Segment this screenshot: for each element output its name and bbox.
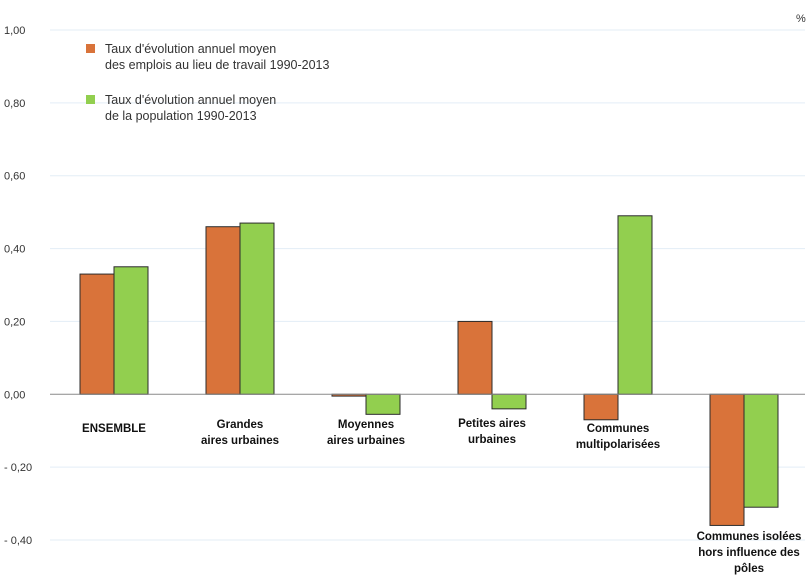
y-tick-label: 0,40 — [4, 244, 25, 256]
bar-series-2-cat-3 — [365, 393, 401, 415]
category-label: Grandes — [217, 419, 264, 431]
category-label: aires urbaines — [201, 435, 279, 447]
unit-label: % — [796, 13, 806, 25]
legend-swatch-1 — [86, 44, 95, 53]
gridlines — [50, 29, 805, 541]
y-axis-ticks: 1,00 0,80 0,60 0,40 0,20 0,00 - 0,20 - 0,40 — [4, 25, 32, 547]
bars — [79, 215, 779, 526]
bar-series-2-cat-1 — [113, 266, 149, 395]
category-label: ENSEMBLE — [82, 423, 146, 435]
y-tick-label: 0,00 — [4, 389, 25, 401]
legend-label: Taux d'évolution annuel moyen — [105, 93, 276, 107]
legend-label: de la population 1990-2013 — [105, 109, 257, 123]
bar-series-2-cat-6 — [743, 393, 779, 508]
bar-series-2-cat-2 — [239, 222, 275, 395]
category-label: aires urbaines — [327, 435, 405, 447]
y-tick-label: 0,80 — [4, 98, 25, 110]
legend-label: des emplois au lieu de travail 1990-2013 — [105, 58, 329, 72]
category-label: urbaines — [468, 434, 516, 446]
bar-series-2-cat-5 — [617, 215, 653, 395]
bar-series-1-cat-6 — [709, 393, 745, 526]
legend-swatch-2 — [86, 95, 95, 104]
bar-series-1-cat-1 — [79, 273, 115, 395]
category-label: pôles — [734, 563, 764, 575]
y-tick-label: - 0,40 — [4, 535, 32, 547]
legend: Taux d'évolution annuel moyen des emplois… — [86, 42, 329, 123]
category-label: Communes isolées — [697, 531, 802, 543]
y-tick-label: 0,60 — [4, 171, 25, 183]
category-label: Moyennes — [338, 419, 394, 431]
category-label: hors influence des — [698, 547, 800, 559]
legend-label: Taux d'évolution annuel moyen — [105, 42, 276, 56]
y-tick-label: - 0,20 — [4, 462, 32, 474]
bar-series-1-cat-5 — [583, 393, 619, 421]
y-tick-label: 1,00 — [4, 25, 25, 37]
bar-series-2-cat-4 — [491, 393, 527, 410]
category-label: Communes — [587, 423, 650, 435]
category-label: multipolarisées — [576, 439, 660, 451]
bar-series-1-cat-4 — [457, 320, 493, 395]
bar-series-1-cat-2 — [205, 226, 241, 395]
category-label: Petites aires — [458, 418, 526, 430]
y-tick-label: 0,20 — [4, 316, 25, 328]
category-labels: ENSEMBLE Grandes aires urbaines Moyennes air… — [82, 418, 801, 575]
